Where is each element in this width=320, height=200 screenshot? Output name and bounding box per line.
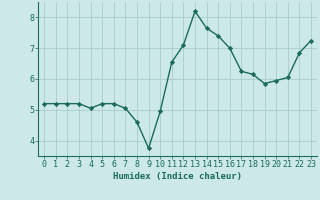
X-axis label: Humidex (Indice chaleur): Humidex (Indice chaleur) <box>113 172 242 181</box>
